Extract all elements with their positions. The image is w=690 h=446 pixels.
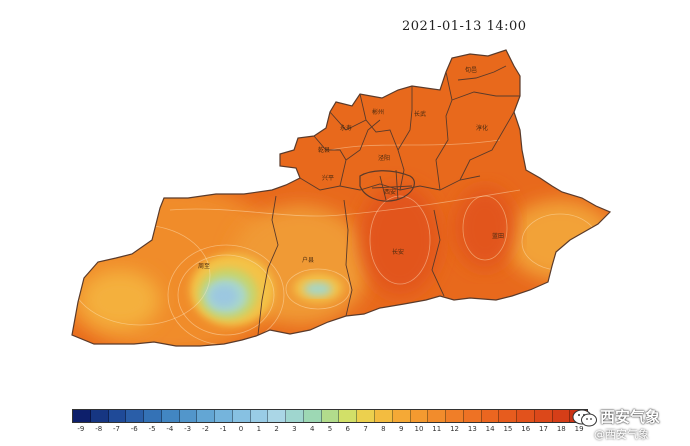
color-scale-tick: 8	[381, 425, 386, 433]
timestamp: 2021-01-13 14:00	[402, 19, 527, 34]
color-scale-tick: -6	[130, 425, 138, 433]
color-scale-swatch	[197, 410, 216, 422]
color-scale-tick: 5	[327, 425, 333, 433]
color-scale-tick: -7	[112, 425, 120, 433]
color-scale-tick: 7	[363, 425, 368, 433]
color-scale-tick: 19	[574, 425, 584, 433]
color-scale-tick: 2	[274, 425, 279, 433]
color-scale-swatch	[179, 410, 198, 422]
color-scale-swatch	[250, 410, 269, 422]
color-scale-swatch	[339, 410, 358, 422]
color-scale-tick: -2	[201, 425, 209, 433]
color-scale-swatch	[534, 410, 553, 422]
color-scale-swatch	[481, 410, 500, 422]
county-label: 户县	[302, 256, 314, 264]
color-scale-swatch	[90, 410, 109, 422]
color-scale-swatch	[392, 410, 411, 422]
color-scale-swatch	[552, 410, 571, 422]
color-scale-swatch	[410, 410, 429, 422]
county-borders	[71, 49, 612, 347]
color-scale-tick: 3	[292, 425, 297, 433]
county-label: 西安	[384, 188, 396, 196]
color-scale-tick: -5	[148, 425, 156, 433]
color-scale-bar	[72, 409, 588, 423]
county-label: 兴平	[322, 174, 334, 182]
county-label: 彬州	[372, 108, 384, 116]
color-scale-tick: 11	[432, 425, 442, 433]
color-scale-swatch	[517, 410, 535, 422]
east-hot-zone	[455, 188, 515, 268]
county-label: 蓝田	[492, 232, 504, 240]
color-scale-ticks: -9 -8 -7 -6 -5 -4 -3 -2 -1 0 1 2 3 4 5 6 7 8 9 10 11 12 13 14 15…	[72, 425, 588, 437]
watermark-sub: @西安气象	[594, 428, 649, 441]
county-label: 泾阳	[378, 154, 390, 162]
temperature-field	[72, 50, 610, 346]
color-scale-tick: 16	[521, 425, 531, 433]
color-scale-swatch	[286, 410, 304, 422]
watermark: 西安气象 @西安气象	[572, 404, 684, 442]
color-scale-tick: -1	[219, 425, 227, 433]
county-label: 永寿	[340, 124, 352, 132]
county-labels: 旬邑 长武 彬州 淳化 永寿 乾县 泾阳 兴平 西安 周至 户县 长安 蓝田	[198, 66, 504, 270]
color-scale-tick: -8	[95, 425, 103, 433]
color-scale-tick: 6	[345, 425, 351, 433]
wechat-icon	[572, 409, 597, 427]
color-scale-tick: 14	[485, 425, 495, 433]
lake-core	[210, 285, 238, 307]
county-label: 长安	[392, 248, 404, 256]
color-scale-swatch	[463, 410, 482, 422]
temperature-map: 旬邑 长武 彬州 淳化 永寿 乾县 泾阳 兴平 西安 周至 户县 长安 蓝田	[71, 49, 612, 347]
color-scale-tick: 18	[556, 425, 566, 433]
color-scale-swatch	[428, 410, 447, 422]
color-scale-swatch	[126, 410, 145, 422]
color-scale-swatch	[144, 410, 162, 422]
county-label: 周至	[198, 263, 210, 270]
county-label: 淳化	[476, 124, 488, 132]
watermark-main: 西安气象	[600, 408, 661, 426]
color-scale-tick: 15	[503, 425, 513, 433]
color-scale-swatch	[357, 410, 376, 422]
color-scale-swatch	[161, 410, 180, 422]
east-warm-zone	[505, 200, 610, 280]
color-scale-swatch	[232, 410, 251, 422]
color-scale-swatch	[73, 410, 91, 422]
color-scale-tick: 12	[450, 425, 460, 433]
color-scale-tick: 9	[398, 425, 404, 433]
color-scale-swatch	[108, 410, 127, 422]
color-scale-swatch	[499, 410, 518, 422]
color-scale-swatch	[321, 410, 340, 422]
color-scale-tick: 13	[467, 425, 477, 433]
color-scale-tick: 17	[539, 425, 548, 433]
color-scale-tick: 4	[309, 425, 315, 433]
color-scale-tick: -3	[184, 425, 192, 433]
color-scale-tick: -4	[166, 425, 174, 433]
patch-core	[304, 282, 332, 296]
county-label: 旬邑	[465, 66, 477, 74]
county-label: 乾县	[318, 146, 330, 154]
color-scale-swatch	[268, 410, 287, 422]
color-scale-swatch	[446, 410, 464, 422]
color-scale-tick: 1	[256, 425, 262, 433]
color-scale-swatch	[215, 410, 233, 422]
color-scale-tick: 0	[238, 425, 244, 433]
color-scale-tick: -9	[77, 425, 85, 433]
color-scale-swatch	[375, 410, 393, 422]
color-scale-swatch	[303, 410, 322, 422]
color-scale-tick: 10	[414, 425, 424, 433]
central-hot-zone	[360, 185, 440, 295]
county-label: 长武	[414, 110, 426, 118]
far-west-zone	[80, 270, 160, 330]
